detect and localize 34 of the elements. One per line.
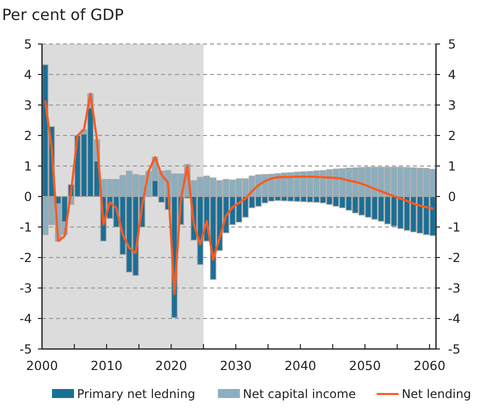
legend-label: Net capital income (242, 387, 356, 401)
y-tick-label: -3 (20, 280, 32, 296)
y-tick-label: -5 (20, 342, 32, 356)
y-tick-label: 5 (24, 36, 32, 52)
y2-tick-label: 3 (448, 98, 456, 112)
y2-tick-label: -3 (448, 280, 460, 296)
x-tick-label: 2030 (220, 358, 252, 373)
y2-tick-label: 1 (448, 158, 456, 174)
y-tick-label: 2 (24, 128, 32, 143)
y-tick-label: 1 (24, 158, 32, 174)
y-tick-label: 4 (24, 67, 32, 82)
y-tick-label: -4 (20, 311, 32, 326)
y2-tick-label: -2 (448, 250, 460, 265)
legend-label: Primary net ledning (77, 387, 196, 401)
x-tick-label: 2040 (284, 358, 316, 373)
x-tick-label: 2050 (349, 358, 381, 373)
y2-tick-label: -1 (448, 220, 460, 234)
y2-tick-label: -4 (448, 311, 461, 326)
x-tick-label: 2000 (26, 358, 58, 373)
chart-title: Per cent of GDP (2, 6, 124, 24)
y2-tick-label: 5 (448, 36, 456, 52)
y2-tick-label: 0 (448, 189, 456, 204)
y-tick-label: -1 (20, 220, 32, 234)
x-tick-label: 2060 (414, 358, 446, 373)
y-tick-label: -2 (20, 250, 32, 265)
x-tick-label: 2020 (155, 358, 188, 373)
y2-tick-label: -5 (448, 342, 460, 356)
y-tick-label: 0 (24, 189, 32, 204)
legend-label: Net lending (402, 387, 472, 401)
x-tick-label: 2010 (90, 358, 123, 373)
line-series (44, 92, 434, 296)
y2-tick-label: 2 (448, 128, 456, 143)
y-tick-label: 3 (24, 98, 32, 112)
y2-tick-label: 4 (448, 67, 456, 82)
